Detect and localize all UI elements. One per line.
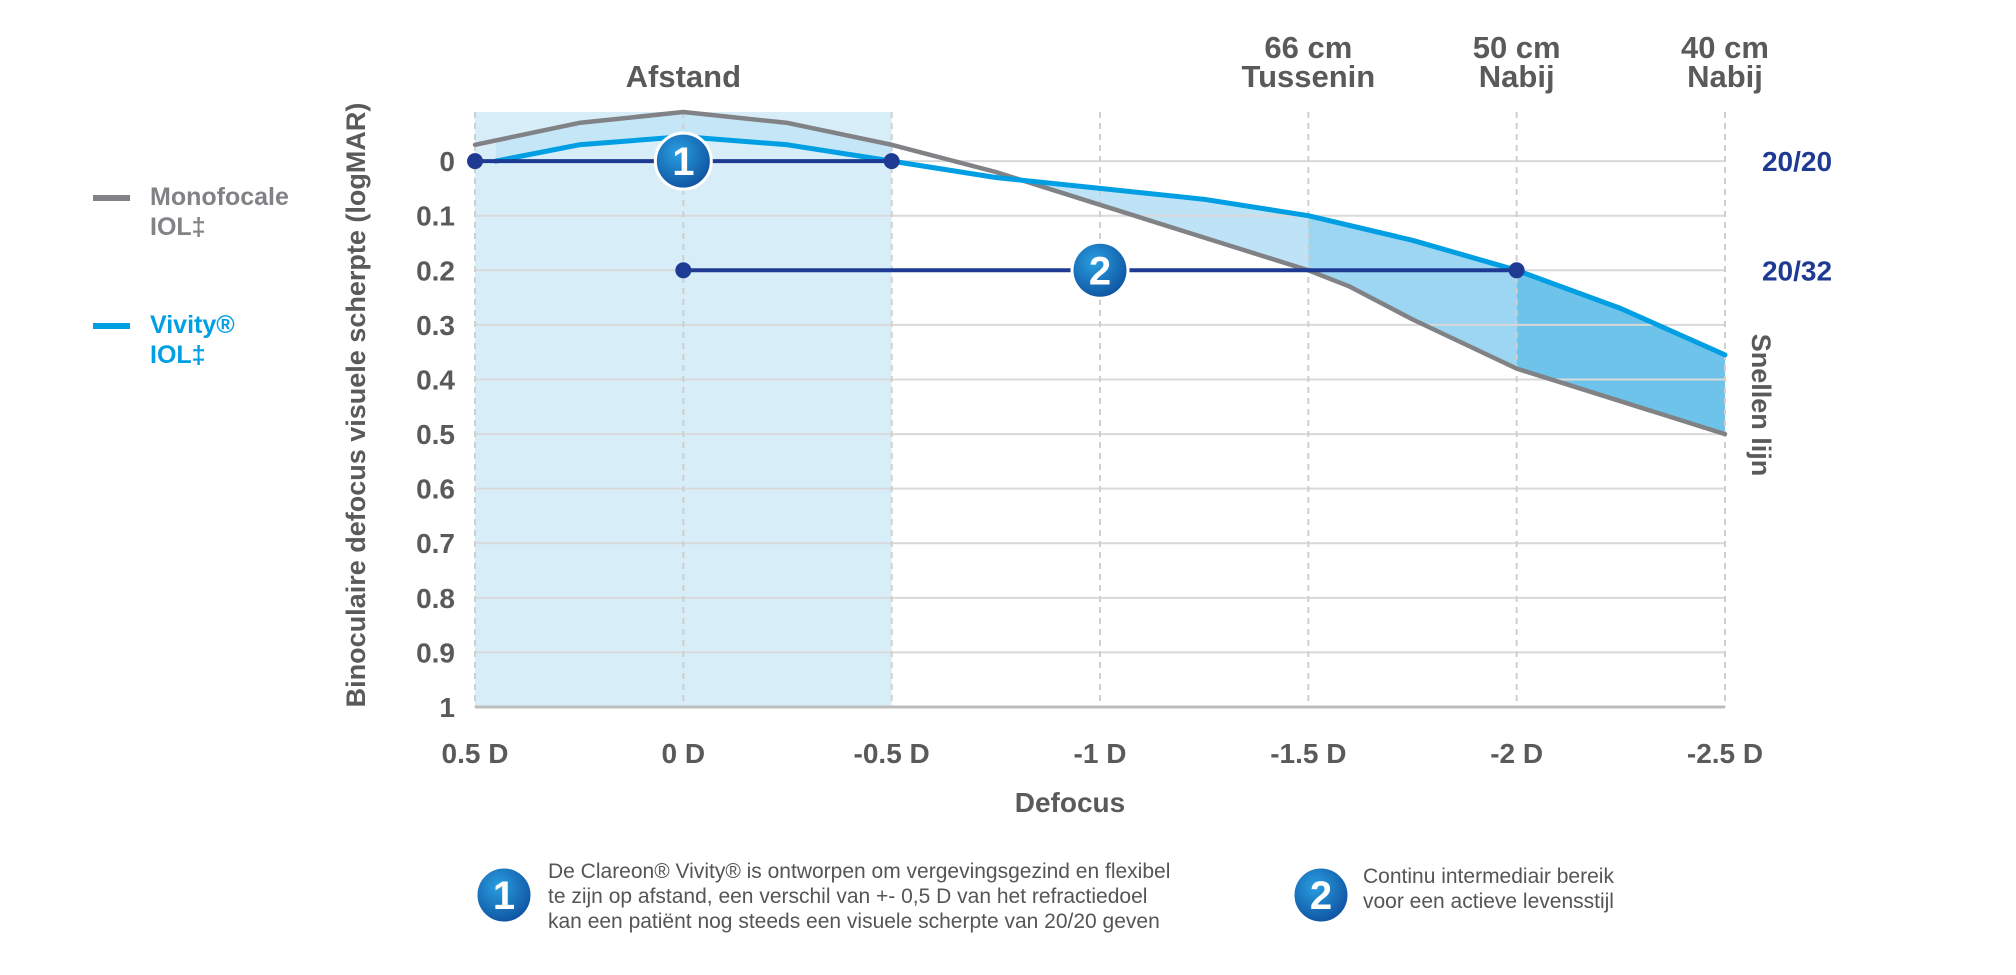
x-tick-label: -1 D (1074, 738, 1127, 769)
note-badge-number: 2 (1310, 874, 1332, 918)
range-badge-number: 2 (1089, 249, 1111, 293)
y-tick-label: 0.1 (416, 201, 455, 232)
legend-label-monofocal: Monofocale (150, 183, 289, 211)
y-tick-label: 1 (439, 692, 455, 723)
note-text-line: voor een actieve levensstijl (1363, 890, 1614, 913)
x-tick-label: -1.5 D (1270, 738, 1346, 769)
x-tick-label: 0.5 D (442, 738, 509, 769)
range-badge-2 (1070, 240, 1130, 300)
y-tick-label: 0.2 (416, 255, 455, 286)
distance-label-top: 40 cm (1681, 30, 1769, 65)
y-tick-label: 0.7 (416, 528, 455, 559)
x-tick-label: -0.5 D (854, 738, 930, 769)
distance-label: Nabij (1687, 59, 1763, 94)
legend-label-monofocal-line2: IOL‡ (150, 213, 206, 241)
legend-label-vivity-line2: IOL‡ (150, 341, 206, 369)
range-markers-layer: 12 (467, 131, 1525, 300)
note-text-line: Continu intermediair bereik (1363, 865, 1614, 888)
range-endpoint (675, 262, 692, 279)
note-badge-2 (1291, 865, 1351, 925)
y-tick-label: 0.4 (416, 364, 455, 395)
range-badge-1 (653, 131, 713, 191)
snellen-label: 20/20 (1762, 146, 1832, 177)
distance-label: Tussenin (1241, 59, 1375, 94)
note-badge-number: 1 (493, 874, 515, 918)
y-tick-label: 0.3 (416, 310, 455, 341)
right-axis-title: Snellen lijn (1746, 334, 1776, 477)
footnotes: 1 De Clareon® Vivity® is ontworpen om ver… (474, 860, 1614, 933)
legend-label-vivity: Vivity® (150, 311, 235, 339)
y-axis-title: Binoculaire defocus visuele scherpte (lo… (341, 103, 371, 708)
y-tick-label: 0 (439, 146, 455, 177)
note-text-line: te zijn op afstand, een verschil van +- … (548, 885, 1147, 908)
axis-labels-layer: 0 0.1 0.2 0.3 0.4 0.5 0.6 0.7 0.8 0.9 1 0.5 D 0 D -0.… (341, 30, 1832, 818)
fill-region-near-40 (1516, 270, 1725, 435)
y-tick-label: 0.5 (416, 419, 455, 450)
y-tick-label: 0.6 (416, 474, 455, 505)
fill-region-near-50 (1308, 215, 1517, 369)
y-tick-label: 0.8 (416, 583, 455, 614)
series-line-monofocal (472, 109, 1728, 437)
x-tick-label: -2 D (1490, 738, 1543, 769)
range-endpoint (883, 153, 900, 170)
x-tick-label: 0 D (662, 738, 706, 769)
x-axis-title: Defocus (1015, 787, 1125, 818)
distance-label: Nabij (1479, 59, 1555, 94)
range-endpoint (1508, 262, 1525, 279)
note-text-line: De Clareon® Vivity® is ontworpen om verg… (548, 860, 1170, 883)
distance-label-top: 66 cm (1264, 30, 1352, 65)
range-badge-number: 1 (672, 140, 694, 184)
x-tick-label: -2.5 D (1687, 738, 1763, 769)
note-badge-1 (474, 865, 534, 925)
note-text-line: kan een patiënt nog steeds een visuele s… (548, 910, 1160, 933)
range-endpoint (467, 153, 483, 170)
y-tick-label: 0.9 (416, 637, 455, 668)
distance-label: Afstand (626, 59, 741, 94)
distance-label-top: 50 cm (1473, 30, 1561, 65)
grid-layer (474, 112, 1726, 709)
snellen-label: 20/32 (1762, 255, 1832, 286)
